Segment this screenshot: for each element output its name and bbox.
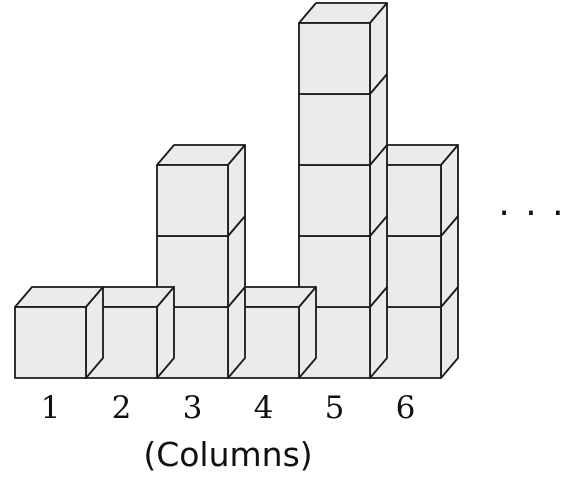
cube <box>298 2 388 95</box>
cubes-layer <box>14 2 459 379</box>
column-label: 4 <box>254 390 274 426</box>
column-label: 2 <box>112 390 132 426</box>
cube-front-face <box>14 306 87 379</box>
column-label: 5 <box>325 390 345 426</box>
cube-front-face <box>156 164 229 237</box>
column-1 <box>14 286 104 379</box>
cube-front-face <box>298 93 371 166</box>
column-5 <box>298 2 388 379</box>
axis-label: (Columns) <box>143 435 312 474</box>
column-label: 6 <box>396 390 416 426</box>
cube-front-face <box>298 164 371 237</box>
cube <box>85 286 175 379</box>
cube <box>156 144 246 237</box>
column-label: 1 <box>41 390 61 426</box>
column-label: 3 <box>183 390 203 426</box>
column-2 <box>85 286 175 379</box>
column-labels: 1 2 3 4 5 6 <box>41 390 416 426</box>
cube-front-face <box>298 22 371 95</box>
ellipsis: · · · <box>498 193 565 234</box>
cube <box>14 286 104 379</box>
